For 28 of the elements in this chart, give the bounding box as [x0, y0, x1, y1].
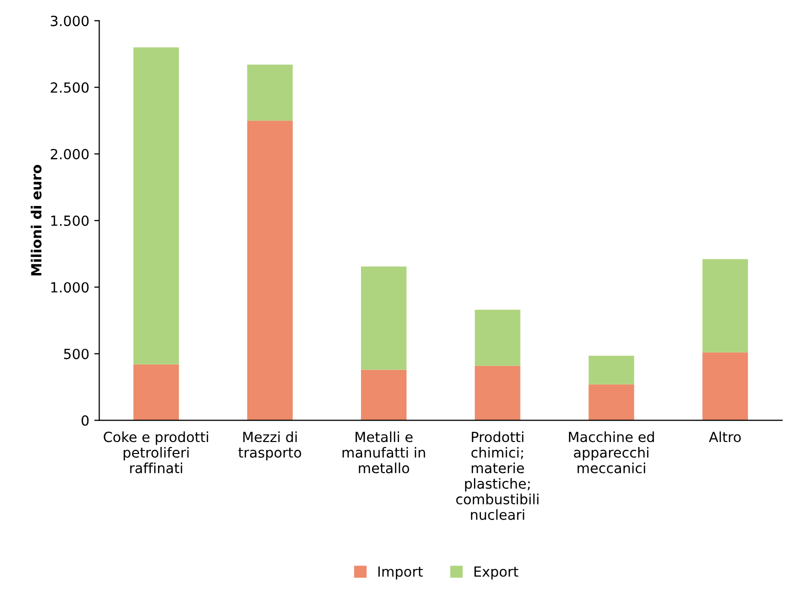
bar	[133, 47, 179, 364]
x-tick-label: Altro	[708, 431, 741, 442]
bar	[361, 370, 407, 420]
x-tick-label: Metalli e manufatti in metallo	[342, 431, 426, 474]
bar	[588, 356, 634, 384]
bar	[133, 364, 179, 420]
y-tick-label: 0	[82, 415, 89, 426]
bar	[247, 120, 293, 420]
x-tick-label: Mezzi di trasporto	[238, 431, 302, 460]
x-tick-label: Prodotti chimici; materie plastiche; combustibili nucleari	[456, 431, 538, 520]
bar	[702, 352, 748, 420]
bar	[247, 64, 293, 121]
legend-label: Export	[474, 566, 518, 580]
y-axis-title: Milioni di euro	[30, 164, 42, 276]
legend-label: Import	[378, 566, 423, 580]
bar	[361, 266, 407, 370]
y-tick-label: 1.000	[51, 282, 89, 293]
x-tick-label: Coke e prodotti petroliferi raffinati	[104, 431, 208, 474]
bar	[474, 366, 520, 420]
y-tick-label: 500	[64, 348, 89, 360]
bar	[588, 384, 634, 420]
y-tick-label: 1.500	[51, 215, 89, 226]
y-tick-label: 2.000	[50, 148, 89, 160]
bar	[702, 259, 748, 352]
y-tick-label: 3.000	[50, 16, 89, 26]
x-tick-label: Macchine ed apparecchi meccanici	[568, 431, 654, 474]
bar	[474, 310, 520, 366]
y-tick-label: 2.500	[50, 82, 89, 93]
